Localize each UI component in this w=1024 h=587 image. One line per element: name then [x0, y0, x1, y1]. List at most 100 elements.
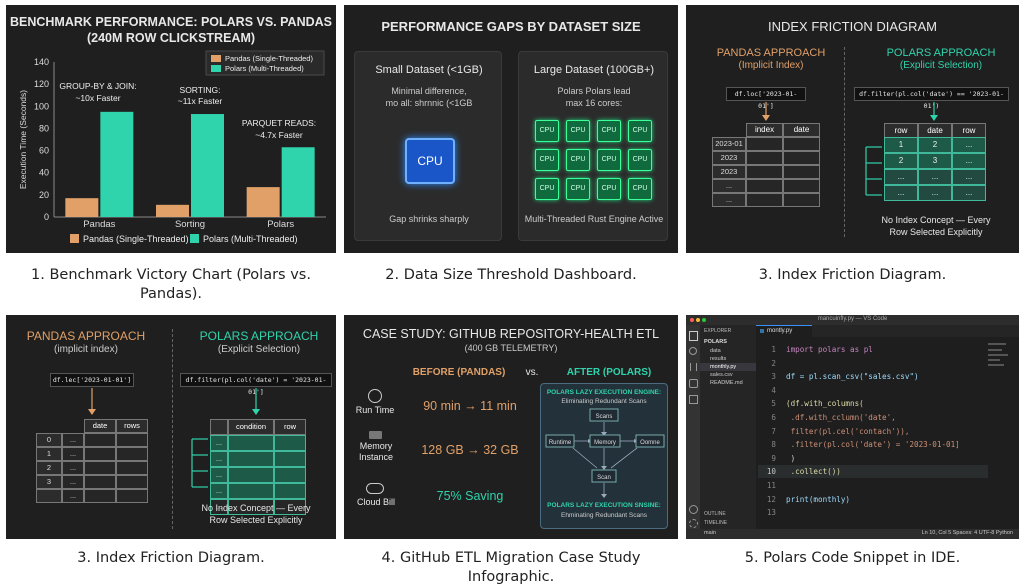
- code-line[interactable]: 10 .collect()): [758, 465, 988, 479]
- node-scans-label: Scans: [596, 414, 613, 420]
- editor-tabbar: montly.py: [756, 325, 1019, 337]
- table-cell: 2023-01: [712, 137, 746, 151]
- settings-gear-icon[interactable]: [689, 519, 698, 528]
- divider-2: [172, 329, 173, 529]
- caption-benchmark-line1: 1. Benchmark Victory Chart (Polars vs.: [31, 267, 311, 283]
- window-maximize-icon[interactable]: [702, 318, 706, 322]
- metric-runtime-label: Run Time: [355, 405, 395, 415]
- polars-code-box: df.filter(pl.col('date') == '2023-01-01'…: [854, 87, 1009, 110]
- tree-item[interactable]: sales.csv: [710, 372, 733, 378]
- y-tick-label: 120: [34, 79, 49, 89]
- caption-case-study: 4. GitHub ETL Migration Case Study Infog…: [381, 550, 641, 585]
- case-study-subtitle: (400 GB TELEMETRY): [464, 343, 558, 353]
- tree-item[interactable]: POLARS: [704, 339, 727, 345]
- y-tick-label: 40: [39, 168, 49, 178]
- polars-approach-heading: POLARS APPROACH: [886, 47, 996, 59]
- table-cell: date: [84, 419, 116, 433]
- search-icon[interactable]: [689, 347, 697, 355]
- minimap[interactable]: [986, 339, 1012, 379]
- status-cursor-info[interactable]: Ln 10, Col 5 Spaces: 4 UTF-8 Python: [921, 530, 1013, 536]
- table-cell: [116, 489, 148, 503]
- status-branch[interactable]: main: [704, 530, 716, 536]
- node-runtime: [545, 434, 575, 448]
- pandas-code-box-2: df.lec['2023-01-01']: [50, 373, 134, 387]
- bar-polars-2: [281, 147, 315, 217]
- engine-subtitle: Eliminating Redundant Scans: [561, 398, 647, 405]
- debug-icon[interactable]: [689, 379, 698, 388]
- code-line[interactable]: 7 filter(pl.cel('contach')),: [758, 425, 988, 438]
- outline-section[interactable]: OUTLINE: [704, 511, 726, 517]
- code-text: print(monthly): [786, 494, 851, 504]
- ide-panel: mancuinfly.py — VS Code EXPLORER POLARS …: [686, 315, 1019, 539]
- timeline-section[interactable]: TIMELINE: [704, 520, 728, 526]
- tree-item[interactable]: data: [710, 348, 721, 354]
- code-line[interactable]: 5 (df.with_columns(: [758, 397, 988, 410]
- table-cell: [210, 419, 228, 435]
- y-tick-label: 80: [39, 123, 49, 133]
- code-line[interactable]: 1 import polars as pl: [758, 343, 988, 356]
- table-row: 0...: [36, 433, 148, 447]
- table-cell: 1: [884, 137, 918, 153]
- cpu-core-icon: CPU: [535, 149, 559, 171]
- line-number: 9: [771, 453, 776, 463]
- node-memory: [589, 434, 621, 448]
- editor-tab-active[interactable]: montly.py: [756, 325, 812, 337]
- caption-code-snippet: 5. Polars Code Snippet in IDE.: [744, 550, 961, 566]
- code-editor[interactable]: 1 import polars as pl 2 3 df = pl.scan_csv("…: [758, 343, 988, 523]
- code-line[interactable]: 3 df = pl.scan_csv("sales.csv"): [758, 370, 988, 383]
- window-close-icon[interactable]: [690, 318, 694, 322]
- cpu-core-icon: CPU: [628, 149, 652, 171]
- table-cell: [116, 475, 148, 489]
- explorer-icon[interactable]: [689, 331, 698, 341]
- window-minimize-icon[interactable]: [696, 318, 700, 322]
- tree-item-selected[interactable]: monthly.py: [700, 363, 756, 371]
- table-cell: [746, 179, 783, 193]
- code-line[interactable]: 11: [758, 479, 988, 492]
- code-line[interactable]: 4: [758, 384, 988, 397]
- code-line[interactable]: 2: [758, 357, 988, 370]
- index-friction-panel: INDEX FRICTION DIAGRAM PANDAS APPROACH (…: [686, 5, 1019, 253]
- table-cell: ...: [918, 185, 952, 201]
- table-cell: [228, 467, 274, 483]
- index-footer-line1-2: No Index Concept — Every: [201, 503, 311, 513]
- code-line[interactable]: 9 ): [758, 452, 988, 465]
- tree-item[interactable]: results: [710, 356, 727, 362]
- table-cell: ...: [210, 467, 228, 483]
- polars-selection-table-2: condition row...............: [210, 419, 306, 515]
- table-cell: 3: [36, 475, 62, 489]
- table-cell: 2023: [712, 151, 746, 165]
- chart-title: BENCHMARK PERFORMANCE: POLARS VS. PANDAS: [9, 15, 332, 29]
- table-row: 2023: [712, 151, 820, 165]
- bottom-legend-label: Polars (Multi-Threaded): [203, 234, 298, 244]
- extensions-icon[interactable]: [689, 395, 698, 404]
- large-dataset-line1: Polars Polars lead: [557, 86, 631, 96]
- table-cell: 2: [918, 137, 952, 153]
- bar-annotation: ~10x Faster: [75, 93, 120, 103]
- table-row: date rows: [36, 419, 148, 433]
- code-line[interactable]: 6 .df.with_cclumn('date',: [758, 411, 988, 424]
- table-cell: [274, 435, 306, 451]
- table-cell: [228, 451, 274, 467]
- table-cell: row: [274, 419, 306, 435]
- cpu-core-grid: CPU CPU CPU CPU CPU CPU CPU CPU CPU CPU CPU CPU: [535, 120, 655, 204]
- cpu-core-icon: CPU: [566, 178, 590, 200]
- table-row: ...: [36, 489, 148, 503]
- line-number: 13: [766, 508, 776, 518]
- table-cell: [783, 193, 820, 207]
- code-line[interactable]: 12 print(monthly): [758, 493, 988, 506]
- bar-annotation: PARQUET READS:: [242, 118, 316, 128]
- legend-label: Pandas (Single-Threaded): [225, 54, 313, 63]
- table-row: ...: [210, 451, 306, 467]
- account-icon[interactable]: [689, 505, 698, 514]
- code-line[interactable]: 13: [758, 506, 988, 519]
- table-cell: ...: [712, 179, 746, 193]
- code-line[interactable]: 8 .filter(pl.col('date') = '2023-01-01]: [758, 438, 988, 451]
- tree-item[interactable]: README.md: [710, 380, 743, 386]
- table-cell: [36, 489, 62, 503]
- table-cell: [274, 467, 306, 483]
- large-dataset-line2: max 16 cores:: [565, 98, 623, 108]
- engine-subtitle-2: Ehminating Redundant Scans: [560, 512, 647, 519]
- benchmark-bar-chart: 0 20 40 60 80 100 120 140 Execution Time (Second…: [18, 50, 326, 244]
- source-control-icon[interactable]: [690, 363, 697, 371]
- small-dataset-line2: mo all: shrnnic (<1GB: [385, 98, 473, 108]
